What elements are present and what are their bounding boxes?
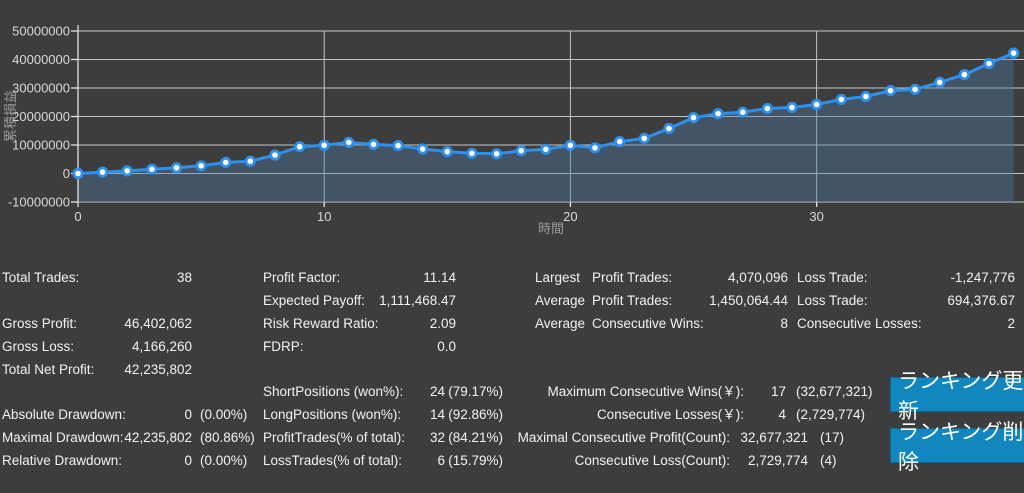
stat-value: 42,235,802 [124,362,192,377]
stat-value: 1,450,064.44 [709,293,788,308]
stat-label: Loss Trade: [797,293,868,308]
stat-value: 42,235,802 [124,430,192,445]
stat-percent: (0.00%) [200,453,248,468]
stat-prefix: Average [535,316,586,331]
stat-label: Expected Payoff: [263,293,365,308]
stat-label: Total Net Profit: [2,362,95,377]
stat-value: 4 [778,407,786,422]
stat-label: Profit Factor: [263,270,341,285]
stat-value: 32,677,321 [740,430,808,445]
stat-label: FDRP: [263,339,304,354]
stat-value: 24 [429,384,445,399]
stat-label: Consecutive Loss(Count): [574,453,730,468]
svg-text:40000000: 40000000 [12,52,70,67]
svg-text:30: 30 [809,209,823,224]
cumulative-profit-chart: -10000000 0 10000000 20000000 30000000 400000… [3,24,1024,236]
svg-text:10000000: 10000000 [12,138,70,153]
stat-value: -1,247,776 [950,270,1015,285]
stat-label: Maximum Consecutive Wins(￥): [547,384,744,399]
stat-value: 8 [780,316,788,331]
svg-text:-10000000: -10000000 [8,195,70,210]
svg-text:時間: 時間 [538,221,564,236]
stat-value: 17 [770,384,786,399]
stat-value: 32 [429,430,445,445]
svg-text:20000000: 20000000 [12,109,70,124]
svg-text:30000000: 30000000 [12,81,70,96]
stat-label: Maximal Consecutive Profit(Count): [517,430,730,445]
ranking-delete-button[interactable]: ランキング削除 [890,421,1024,474]
stat-label: Absolute Drawdown: [2,407,126,422]
stat-label: Profit Trades: [592,293,673,308]
stat-percent: (84.21%) [448,430,503,445]
stat-prefix: Average [535,293,586,308]
stat-prefix: Largest [535,270,581,285]
stat-value: 6 [437,453,445,468]
stat-label: LongPositions (won%): [263,407,402,422]
stat-value: 4,070,096 [727,270,788,285]
stat-value: 14 [429,407,445,422]
stat-percent: (92.86%) [448,407,503,422]
stat-label: Maximal Drawdown: [2,430,124,445]
svg-text:10: 10 [317,209,331,224]
stat-value: 694,376.67 [947,293,1015,308]
stat-value: 2.09 [429,316,456,331]
stat-label: LossTrades(% of total): [263,453,403,468]
stat-percent: (15.79%) [448,453,503,468]
stat-label: Consecutive Wins: [592,316,704,331]
stat-value: 1,111,468.47 [379,293,456,308]
stat-label: ShortPositions (won%): [263,384,404,399]
svg-text:50000000: 50000000 [12,24,70,39]
ranking-update-button[interactable]: ランキング更新 [890,370,1024,423]
stat-label: Total Trades: [2,270,80,285]
stat-value: 11.14 [423,270,456,285]
stat-value: 46,402,062 [124,316,192,331]
stat-value: 4,166,260 [131,339,192,354]
svg-text:20: 20 [563,209,577,224]
stat-label: Consecutive Losses: [797,316,922,331]
stat-value: 0.0 [437,339,456,354]
svg-text:累積損益: 累積損益 [3,90,18,142]
stat-percent: (4) [820,453,837,468]
stat-label: Profit Trades: [592,270,673,285]
stat-percent: (0.00%) [200,407,248,422]
stat-percent: (32,677,321) [796,384,873,399]
stat-label: ProfitTrades(% of total): [263,430,406,445]
stat-value: 38 [176,270,192,285]
stat-value: 2,729,774 [747,453,808,468]
stat-percent: (79.17%) [448,384,503,399]
stat-value: 0 [184,453,192,468]
stat-label: Relative Drawdown: [2,453,123,468]
stat-label: Consecutive Losses(￥): [596,407,744,422]
stat-value: 2 [1007,316,1015,331]
stat-percent: (2,729,774) [796,407,866,422]
stat-value: 0 [184,407,192,422]
stat-percent: (17) [820,430,845,445]
svg-text:0: 0 [74,209,81,224]
stat-label: Gross Profit: [2,316,78,331]
stat-label: Gross Loss: [2,339,75,354]
stat-label: Loss Trade: [797,270,868,285]
stat-percent: (80.86%) [200,430,255,445]
svg-text:0: 0 [63,166,70,181]
stat-label: Risk Reward Ratio: [263,316,379,331]
